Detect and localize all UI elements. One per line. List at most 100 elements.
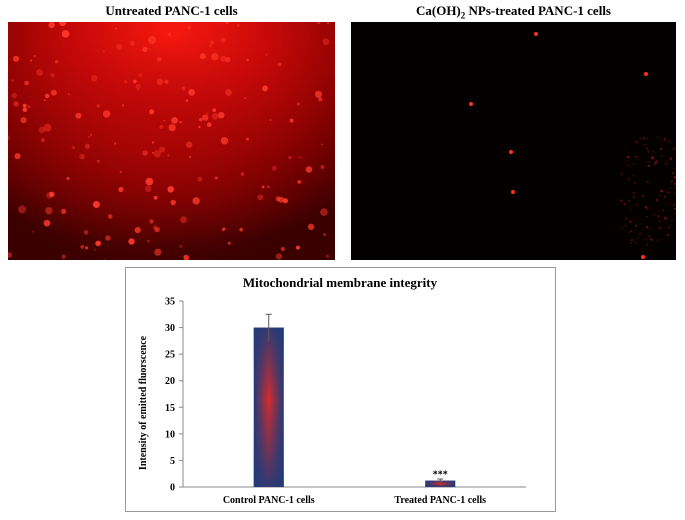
cell-spot bbox=[658, 226, 662, 230]
cell-spot bbox=[225, 57, 231, 63]
cell-spot bbox=[33, 54, 36, 58]
cell-spot bbox=[316, 22, 321, 25]
cell-spot bbox=[633, 195, 636, 198]
cell-spot bbox=[636, 159, 638, 161]
cell-spot bbox=[59, 22, 67, 27]
cell-spot bbox=[45, 207, 53, 215]
y-tick-label: 30 bbox=[165, 323, 175, 334]
cell-spot bbox=[84, 143, 90, 149]
cell-spot bbox=[670, 180, 674, 183]
cell-spot bbox=[197, 176, 203, 182]
cell-spot bbox=[124, 80, 128, 84]
cell-spot bbox=[179, 121, 182, 124]
y-tick-label: 5 bbox=[170, 456, 175, 467]
cell-spot bbox=[119, 170, 122, 174]
cell-spot bbox=[511, 190, 515, 194]
cell-spot bbox=[630, 230, 633, 233]
cell-spot bbox=[660, 189, 663, 193]
cell-spot bbox=[27, 105, 31, 109]
y-tick-label: 0 bbox=[170, 483, 175, 494]
cell-spot bbox=[115, 27, 118, 30]
cell-spot bbox=[636, 204, 638, 207]
cell-spot bbox=[62, 29, 65, 32]
cell-spot bbox=[183, 254, 189, 260]
cell-spot bbox=[646, 226, 649, 229]
cell-spot bbox=[668, 226, 670, 229]
cell-spot bbox=[624, 217, 628, 220]
cell-spot bbox=[144, 185, 152, 193]
cell-spot bbox=[320, 143, 323, 146]
cell-spot bbox=[666, 202, 668, 204]
cell-spot bbox=[663, 195, 667, 199]
micrograph-untreated-image bbox=[8, 22, 335, 260]
x-axis-ticks: Control PANC-1 cells Treated PANC-1 cells bbox=[223, 495, 486, 506]
cell-spot bbox=[325, 254, 330, 258]
cell-spot bbox=[137, 88, 139, 91]
cell-spot bbox=[628, 231, 631, 233]
micrograph-untreated bbox=[8, 22, 335, 260]
cell-spot bbox=[620, 157, 622, 159]
cell-spot bbox=[225, 89, 232, 96]
cell-spot bbox=[637, 237, 640, 239]
cell-spot bbox=[36, 69, 43, 76]
cell-spot bbox=[647, 235, 651, 238]
cell-spot bbox=[105, 235, 111, 241]
bar-chart: Mitochondrial membrane integrity Intensi… bbox=[125, 267, 556, 512]
cell-spot bbox=[634, 155, 638, 158]
cell-spot bbox=[320, 208, 328, 216]
cell-spot bbox=[22, 103, 27, 108]
cell-spot bbox=[48, 22, 55, 29]
cell-spot bbox=[107, 214, 113, 219]
cell-spot bbox=[237, 24, 240, 27]
cell-spot bbox=[152, 151, 154, 154]
significance-label-1: *** bbox=[433, 470, 448, 481]
cell-spot bbox=[11, 92, 18, 99]
y-tick-label: 10 bbox=[165, 429, 175, 440]
cell-spot bbox=[655, 239, 657, 241]
bar-shade-1 bbox=[425, 480, 456, 487]
cell-spot bbox=[54, 60, 59, 64]
cell-spot bbox=[672, 172, 675, 175]
cell-spot bbox=[11, 79, 14, 82]
cell-spot bbox=[153, 150, 161, 158]
cell-spot bbox=[630, 207, 633, 210]
cell-spot bbox=[641, 255, 645, 259]
cell-spot bbox=[220, 137, 229, 145]
cell-spot bbox=[644, 143, 646, 145]
cell-spot bbox=[278, 196, 285, 203]
cell-spot bbox=[50, 73, 55, 78]
cell-spot bbox=[647, 150, 650, 153]
cell-spot bbox=[214, 176, 218, 180]
cell-spot bbox=[314, 90, 322, 98]
cell-spot bbox=[157, 57, 162, 62]
cell-spot bbox=[188, 88, 196, 96]
cell-spot bbox=[45, 93, 50, 99]
cell-spot bbox=[246, 58, 249, 62]
cell-spot bbox=[672, 219, 674, 221]
cell-spot bbox=[8, 252, 12, 258]
cell-spot bbox=[118, 186, 124, 193]
cell-spot bbox=[296, 102, 301, 106]
cell-spot bbox=[211, 53, 219, 61]
cell-spot bbox=[103, 258, 106, 260]
cell-spot bbox=[307, 223, 315, 230]
cell-spot bbox=[92, 201, 100, 208]
cell-spot bbox=[670, 219, 672, 221]
cell-spot bbox=[152, 225, 158, 230]
cell-spot bbox=[265, 53, 268, 56]
cell-spot bbox=[660, 154, 663, 158]
cell-spot bbox=[620, 199, 623, 202]
cell-spot bbox=[43, 123, 52, 132]
bars: *** bbox=[253, 313, 456, 487]
cell-spot bbox=[623, 202, 626, 206]
cell-spot bbox=[179, 245, 182, 248]
cell-spot bbox=[664, 217, 666, 219]
cell-spot bbox=[635, 241, 637, 244]
cell-spot bbox=[198, 125, 201, 129]
cell-spot bbox=[187, 25, 192, 30]
cell-spot bbox=[654, 164, 657, 166]
cell-spot bbox=[633, 182, 636, 184]
cell-spot bbox=[159, 146, 166, 153]
cell-spot bbox=[624, 148, 626, 150]
cell-spot bbox=[674, 187, 676, 189]
